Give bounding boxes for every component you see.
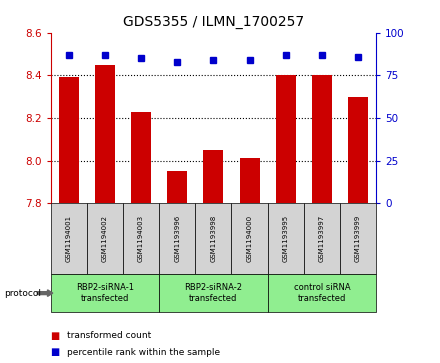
Text: percentile rank within the sample: percentile rank within the sample — [67, 348, 220, 356]
Text: GSM1193999: GSM1193999 — [355, 215, 361, 262]
Bar — [348, 97, 368, 203]
Text: ■: ■ — [51, 331, 60, 341]
Text: GSM1194003: GSM1194003 — [138, 215, 144, 262]
Bar — [312, 76, 332, 203]
Bar — [240, 159, 260, 203]
Bar — [167, 171, 187, 203]
Bar — [276, 76, 296, 203]
Text: GSM1194001: GSM1194001 — [66, 215, 72, 262]
Text: ■: ■ — [51, 347, 60, 357]
Text: GSM1194000: GSM1194000 — [246, 215, 253, 262]
Text: protocol: protocol — [4, 289, 41, 298]
Text: GSM1194002: GSM1194002 — [102, 215, 108, 262]
Bar — [59, 77, 79, 203]
Bar — [203, 150, 224, 203]
Bar — [95, 65, 115, 203]
Text: GSM1193996: GSM1193996 — [174, 215, 180, 262]
Bar — [131, 111, 151, 203]
Text: GSM1193997: GSM1193997 — [319, 215, 325, 262]
Text: control siRNA
transfected: control siRNA transfected — [293, 283, 350, 303]
Text: RBP2-siRNA-2
transfected: RBP2-siRNA-2 transfected — [184, 283, 242, 303]
Text: GSM1193995: GSM1193995 — [283, 215, 289, 262]
Text: transformed count: transformed count — [67, 331, 151, 340]
Text: RBP2-siRNA-1
transfected: RBP2-siRNA-1 transfected — [76, 283, 134, 303]
Title: GDS5355 / ILMN_1700257: GDS5355 / ILMN_1700257 — [123, 15, 304, 29]
Text: GSM1193998: GSM1193998 — [210, 215, 216, 262]
